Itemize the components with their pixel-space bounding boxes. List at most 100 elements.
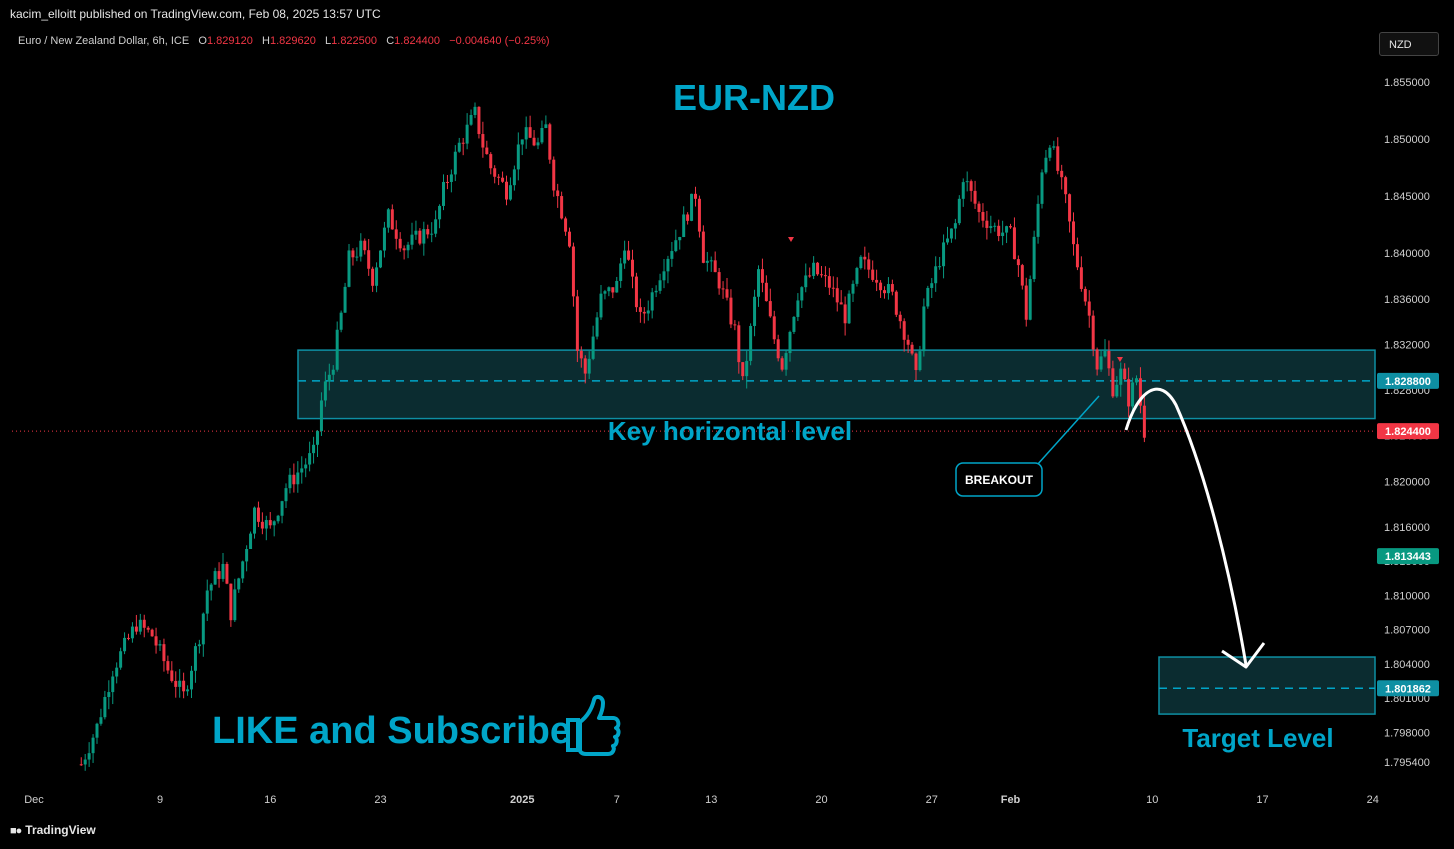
candle: [379, 250, 382, 269]
candle-body: [249, 533, 253, 550]
candle: [1103, 339, 1107, 358]
candle: [631, 249, 634, 289]
breakout-label: BREAKOUT: [965, 473, 1034, 487]
candle: [591, 325, 595, 361]
candle-body: [1060, 170, 1064, 178]
candle-body: [666, 258, 670, 272]
candle-body: [1142, 405, 1146, 438]
candle: [323, 371, 327, 407]
candle-body: [516, 144, 520, 170]
candle: [670, 241, 674, 267]
candle-body: [906, 339, 910, 345]
candle-body: [233, 589, 237, 621]
key-level-label: Key horizontal level: [608, 416, 852, 446]
candle: [241, 560, 245, 583]
tradingview-logo[interactable]: ■● TradingView: [10, 823, 96, 837]
candle: [662, 259, 666, 289]
candle: [922, 298, 926, 357]
candle-body: [784, 353, 788, 370]
symbol-name: Euro / New Zealand Dollar, 6h, ICE: [18, 35, 190, 47]
candle: [969, 179, 973, 202]
candle: [390, 204, 394, 230]
candle: [1020, 263, 1024, 290]
candle: [233, 578, 237, 622]
candle: [296, 461, 300, 493]
candle-body: [796, 300, 800, 317]
candle-body: [760, 269, 764, 283]
candle-body: [343, 286, 347, 313]
candle: [107, 680, 111, 710]
candle-body: [130, 626, 134, 639]
x-tick-label: 9: [157, 794, 163, 806]
candle: [1064, 175, 1068, 204]
candle: [886, 277, 890, 300]
y-tick-label: 1.820000: [1384, 476, 1430, 488]
candle-body: [879, 282, 883, 291]
y-tick-label: 1.798000: [1384, 727, 1430, 739]
candle: [564, 216, 568, 236]
candle: [650, 287, 654, 319]
candle-body: [430, 233, 434, 235]
candle: [477, 106, 481, 139]
candle-body: [603, 291, 607, 294]
candle: [134, 614, 138, 635]
candle: [213, 567, 217, 585]
candle-body: [701, 231, 705, 263]
candle: [225, 561, 229, 585]
projection-arrow: [1124, 387, 1266, 669]
candle-body: [1024, 285, 1028, 320]
candle-body: [335, 329, 339, 370]
candle: [91, 734, 95, 763]
candle: [280, 500, 284, 524]
candle-body: [453, 151, 457, 175]
candle: [780, 356, 784, 372]
candle: [764, 275, 768, 302]
candle-body: [339, 312, 343, 330]
candle-body: [898, 314, 902, 322]
candle-body: [103, 697, 107, 718]
candle: [178, 669, 182, 698]
price-badge-label: 1.813443: [1385, 551, 1431, 563]
candle: [371, 266, 375, 292]
candle-body: [296, 472, 300, 485]
candle-body: [1123, 368, 1127, 380]
axis-layer: 1.855000 1.850000 1.845000 1.840000 1.836000…: [24, 77, 1439, 806]
candle-body: [977, 203, 981, 212]
price-badge: 1.801862: [1377, 680, 1439, 697]
x-tick-label: 16: [264, 794, 276, 806]
candle-body: [642, 311, 646, 314]
candle-body: [847, 293, 851, 324]
candle: [552, 156, 556, 197]
candle-body: [406, 244, 410, 251]
candle-body: [587, 358, 591, 374]
candle: [938, 257, 942, 270]
candle-body: [1064, 177, 1068, 195]
candle-body: [379, 250, 382, 268]
candle: [859, 255, 863, 270]
tradingview-logo-icon: ■●: [10, 825, 22, 837]
candle: [737, 321, 741, 374]
candle-body: [658, 280, 662, 291]
candle-body: [619, 263, 623, 281]
sell-marker: [1117, 357, 1123, 362]
candle: [721, 281, 725, 299]
candle: [473, 102, 477, 119]
candle: [508, 177, 512, 201]
candle: [174, 671, 178, 698]
candle-body: [560, 196, 564, 219]
candle-body: [1020, 265, 1024, 286]
candle: [1036, 195, 1040, 244]
candle: [426, 224, 430, 239]
candle-body: [280, 501, 284, 516]
candle: [1111, 360, 1115, 399]
price-badge-bg: [1377, 548, 1439, 565]
y-tick-label: 1.810000: [1384, 590, 1430, 602]
candle-body: [170, 670, 174, 681]
candle: [327, 363, 331, 391]
candle-body: [225, 563, 229, 584]
y-tick-label: 1.804000: [1384, 659, 1430, 671]
candle-body: [524, 127, 528, 140]
currency-button[interactable]: NZD: [1379, 32, 1439, 56]
zones-layer: [12, 349, 1376, 715]
